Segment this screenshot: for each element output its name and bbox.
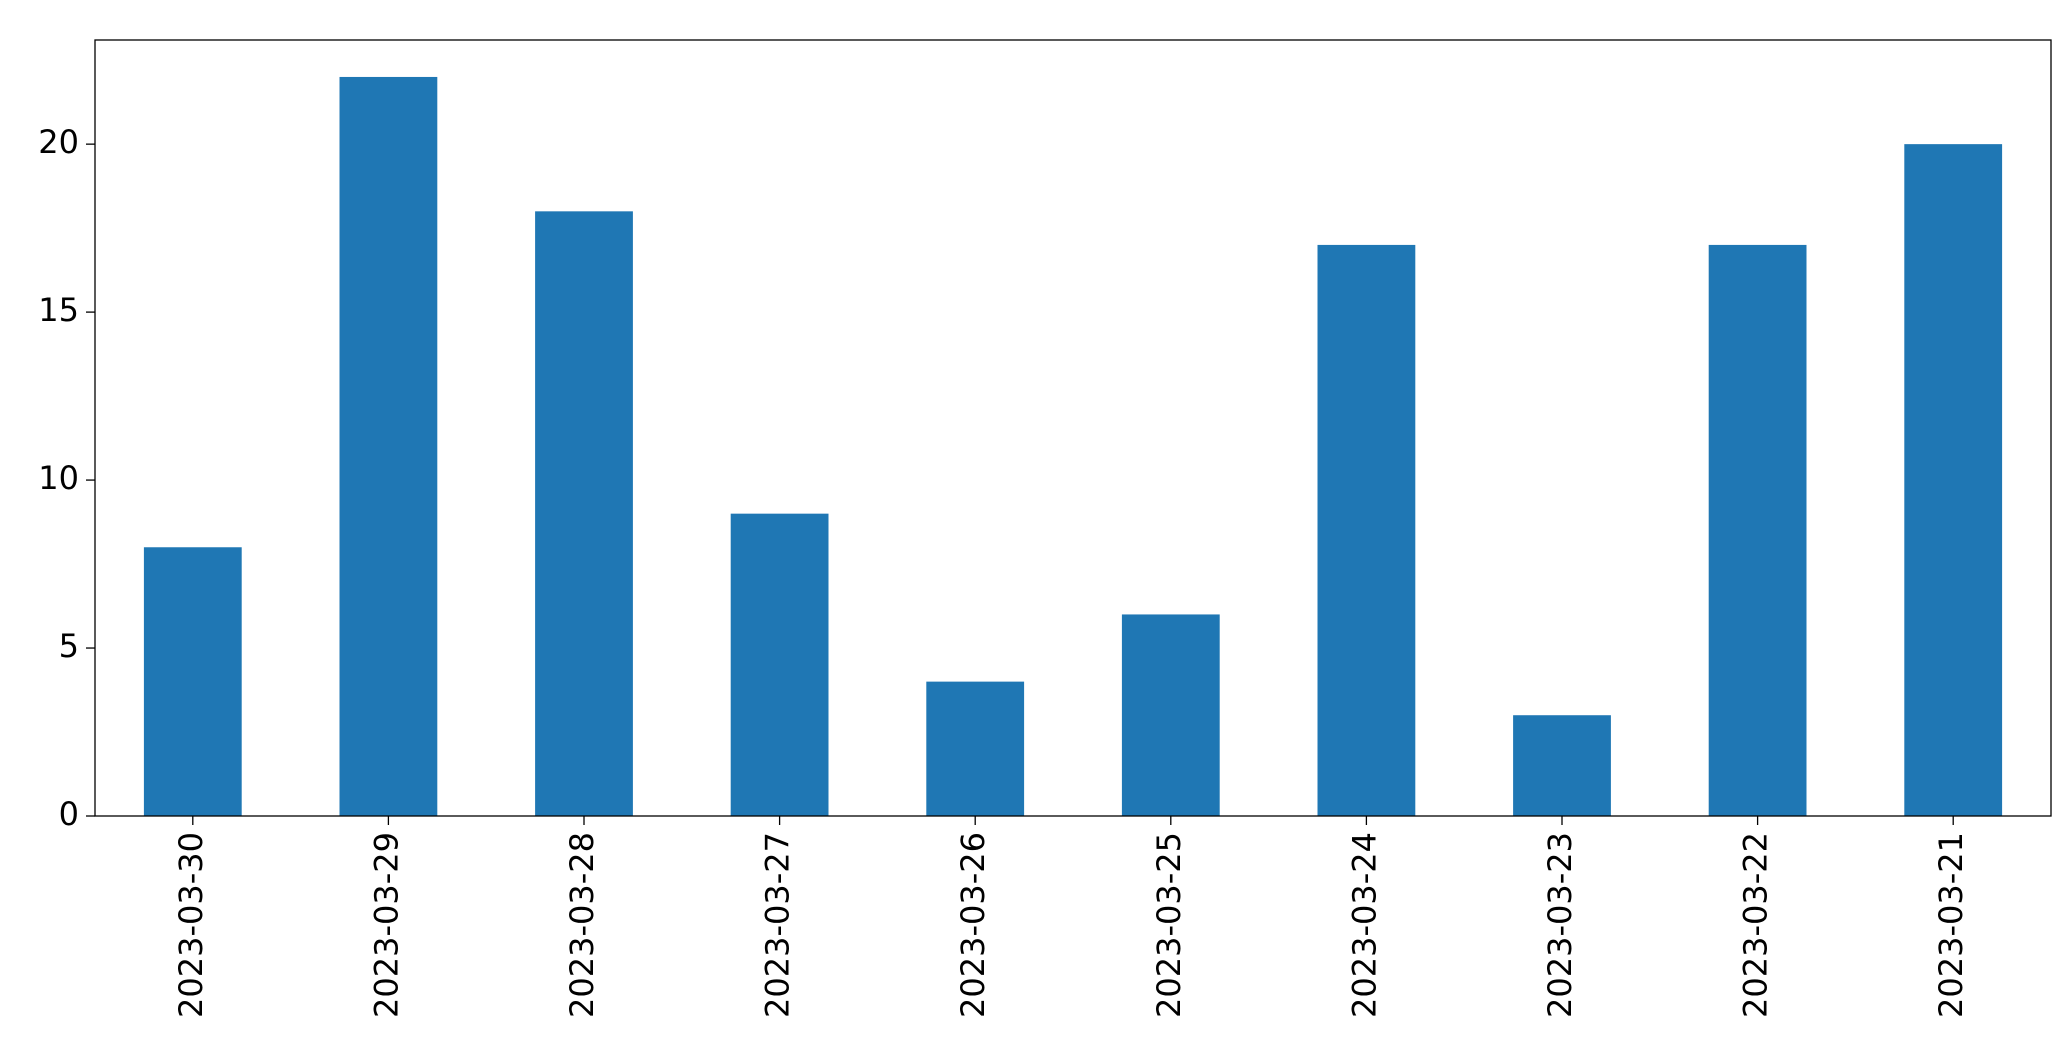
y-tick-label: 10 <box>38 459 79 497</box>
bar <box>143 547 242 816</box>
y-tick-label: 15 <box>38 291 79 329</box>
y-tick-label: 5 <box>59 627 79 665</box>
x-tick-label: 2023-03-23 <box>1541 832 1579 1018</box>
x-tick-label: 2023-03-29 <box>367 832 405 1018</box>
bar <box>535 211 633 816</box>
bar <box>1513 715 1611 816</box>
y-tick-label: 20 <box>38 123 79 161</box>
x-tick-label: 2023-03-27 <box>759 832 797 1018</box>
x-tick-label: 2023-03-26 <box>954 832 992 1018</box>
bar <box>1121 614 1220 816</box>
x-tick-label: 2023-03-30 <box>172 832 210 1018</box>
x-tick-label: 2023-03-28 <box>563 832 601 1018</box>
x-tick-label: 2023-03-21 <box>1932 832 1970 1018</box>
plot-frame <box>94 39 2052 817</box>
bar <box>339 76 438 816</box>
bar <box>1708 244 1807 817</box>
bar <box>926 681 1025 816</box>
bar <box>1904 144 2003 816</box>
bar <box>1317 244 1416 817</box>
bar <box>730 513 829 816</box>
y-tick-label: 0 <box>59 795 79 833</box>
x-tick-label: 2023-03-22 <box>1737 832 1775 1018</box>
x-tick-label: 2023-03-25 <box>1150 832 1188 1018</box>
x-tick-label: 2023-03-24 <box>1345 832 1383 1018</box>
